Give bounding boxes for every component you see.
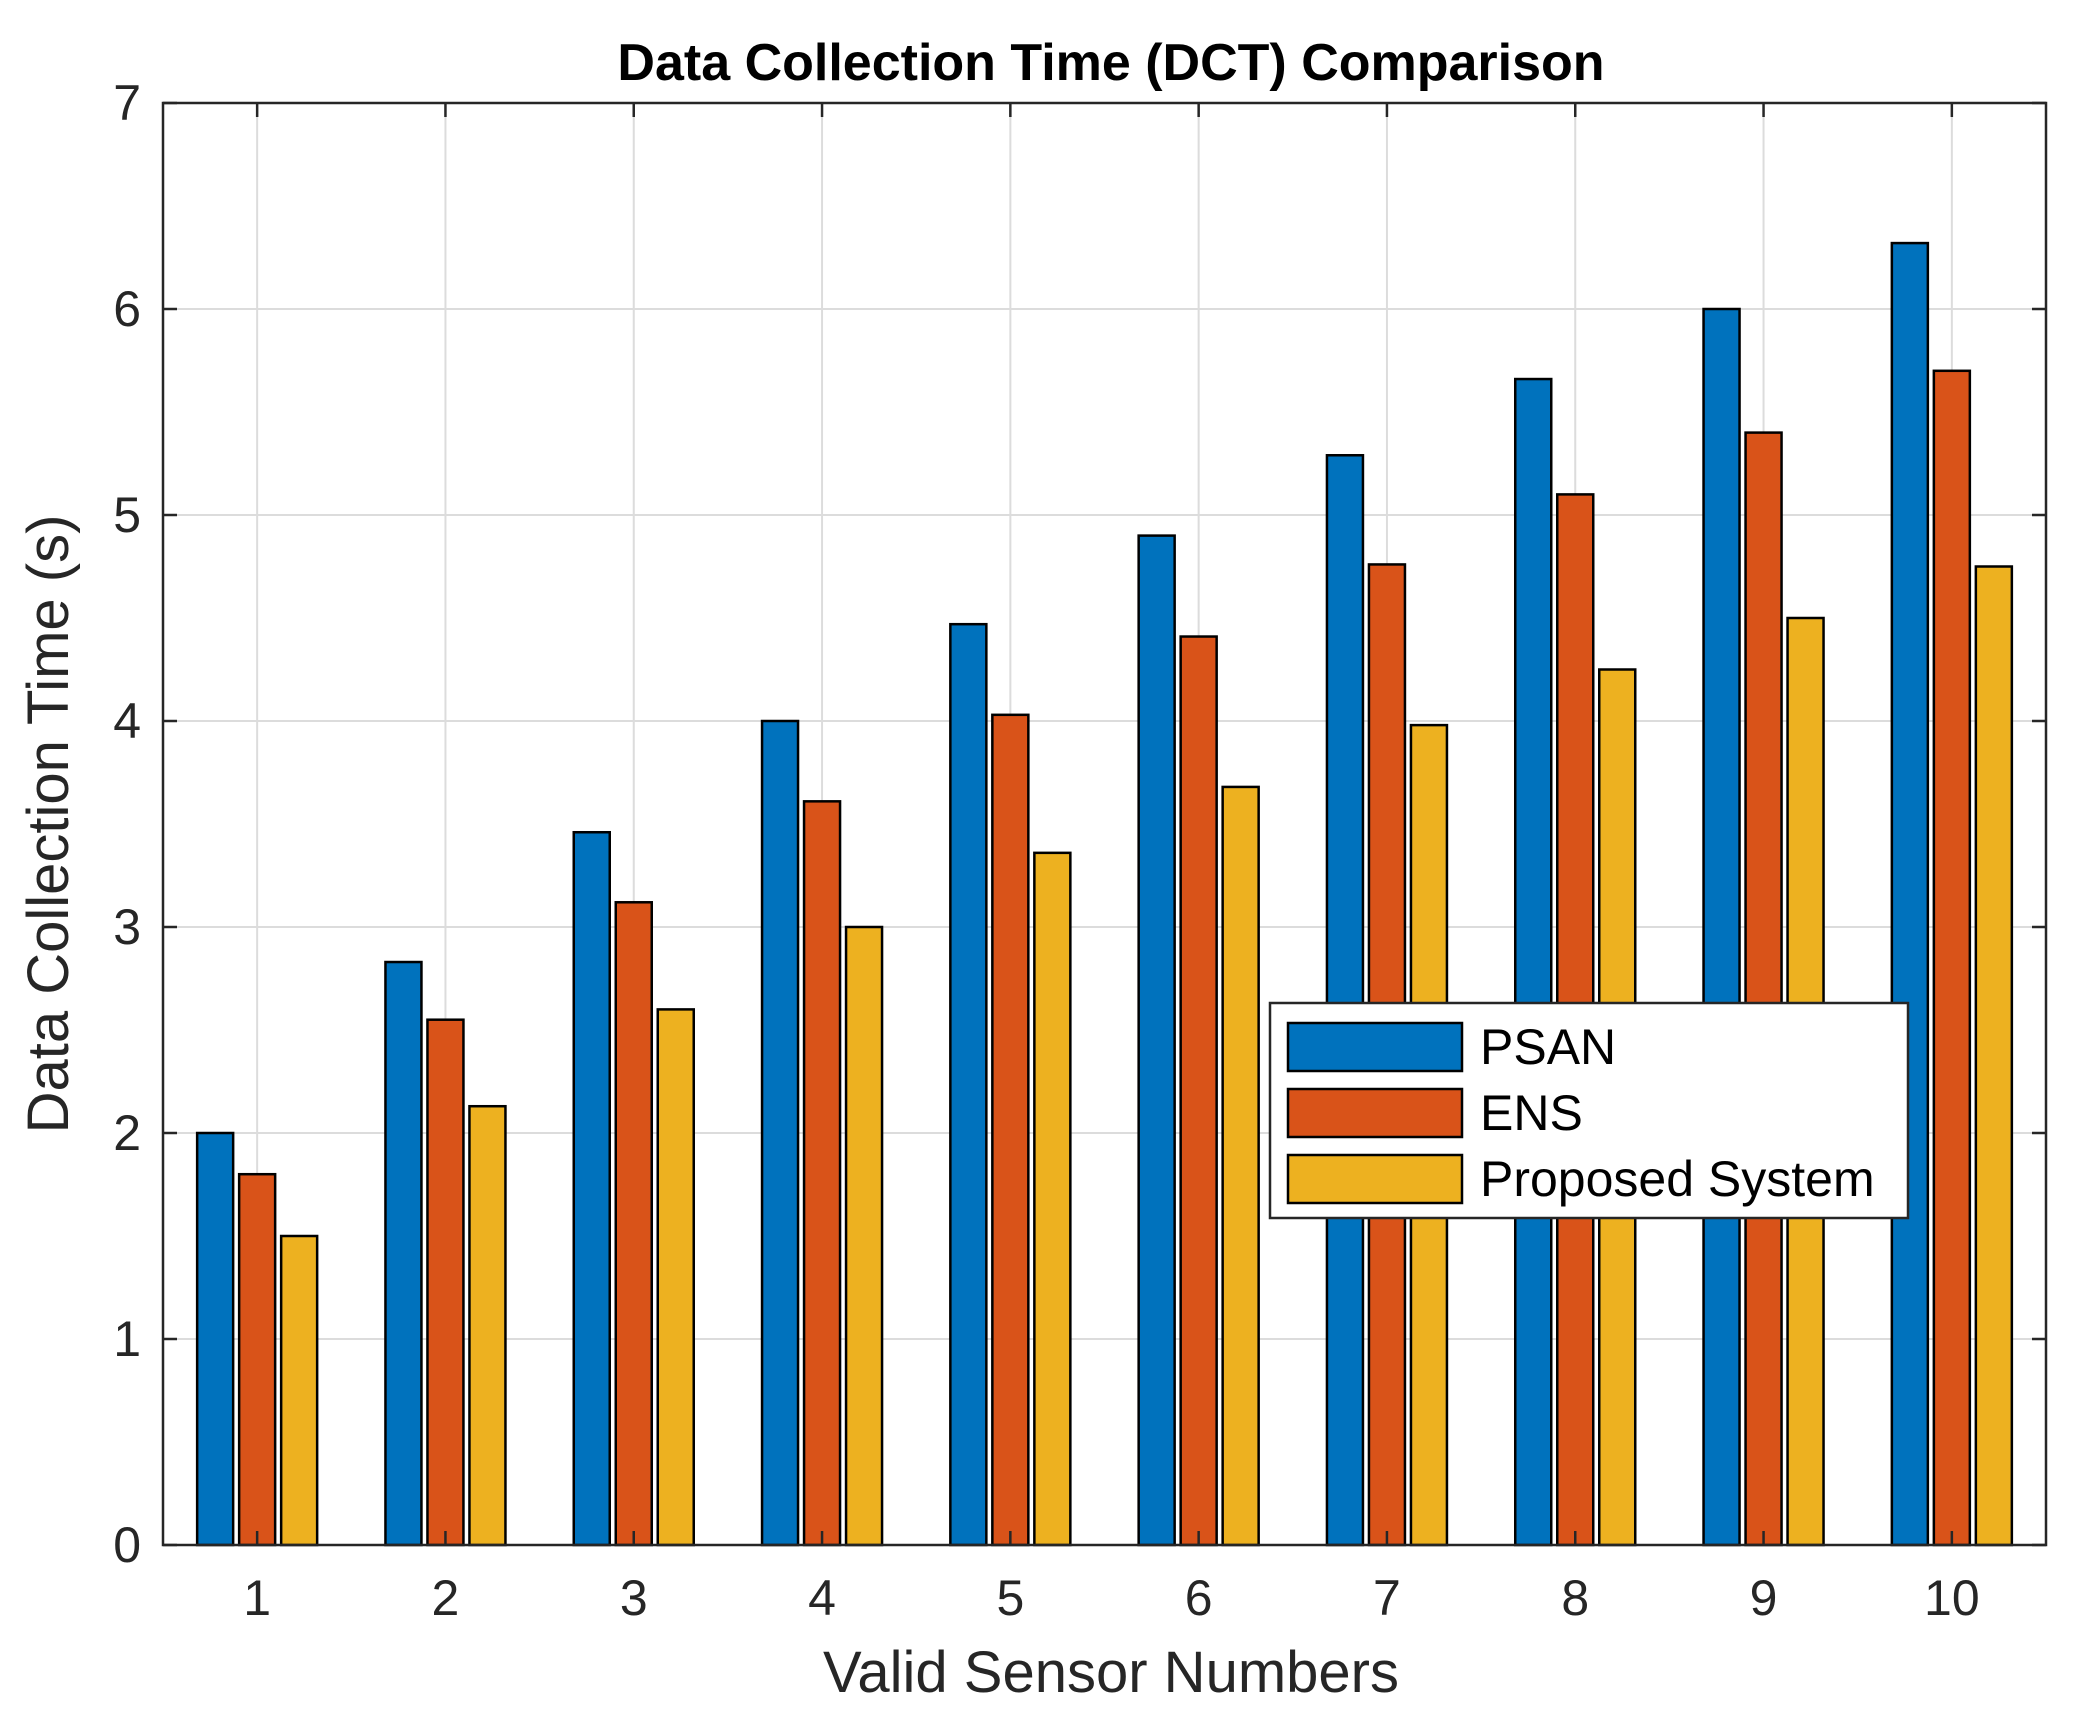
legend-label-proposed-system: Proposed System	[1480, 1151, 1875, 1207]
y-tick-label: 6	[113, 281, 141, 337]
plot-area: 0 1 2 3 4 5 6 7 1 2 3 4 5 6 7 8 9 10	[113, 75, 2048, 1626]
bar-ens-4	[802, 800, 842, 1547]
x-tick-label: 2	[432, 1570, 460, 1626]
bar-psan-9	[1702, 307, 1741, 1547]
x-tick-label: 4	[808, 1570, 836, 1626]
x-tick-label: 10	[1924, 1570, 1980, 1626]
bar-ens-2	[426, 1018, 465, 1547]
bar-psan-1	[195, 1131, 235, 1547]
axes	[161, 101, 2048, 1547]
y-axis-label: Data Collection Time (s)	[16, 515, 81, 1134]
bar-psan-6	[1137, 534, 1176, 1547]
bar-psan-4	[760, 719, 800, 1547]
x-tick-label: 6	[1185, 1570, 1213, 1626]
legend-swatch-ens	[1286, 1087, 1464, 1139]
legend-swatch-proposed-system	[1286, 1153, 1464, 1205]
bar-psan-7	[1325, 454, 1365, 1547]
tick-labels: 0 1 2 3 4 5 6 7 1 2 3 4 5 6 7 8 9 10	[113, 75, 1979, 1626]
y-tick-label: 2	[113, 1105, 141, 1161]
y-tick-label: 7	[113, 75, 141, 131]
y-tick-label: 4	[113, 693, 141, 749]
legend-swatch-psan	[1286, 1021, 1464, 1073]
x-tick-label: 8	[1561, 1570, 1589, 1626]
x-tick-label: 1	[243, 1570, 271, 1626]
y-tick-label: 3	[113, 899, 141, 955]
x-tick-label: 9	[1750, 1570, 1778, 1626]
x-axis-label: Valid Sensor Numbers	[823, 1640, 1399, 1705]
bar-ens-10	[1932, 369, 1972, 1547]
bar-ens-5	[991, 713, 1030, 1547]
legend-label-psan: PSAN	[1480, 1019, 1616, 1075]
bar-proposed-system-10	[1974, 565, 2014, 1547]
bar-ens-6	[1179, 635, 1218, 1547]
bar-ens-3	[614, 901, 653, 1547]
bar-proposed-system-1	[279, 1234, 319, 1547]
bar-ens-9	[1744, 431, 1783, 1547]
x-tick-label: 7	[1373, 1570, 1401, 1626]
axes-box	[161, 101, 2048, 1547]
x-tick-label: 3	[620, 1570, 648, 1626]
bar-psan-10	[1890, 241, 1930, 1547]
legend-label-ens: ENS	[1480, 1085, 1583, 1141]
bar-proposed-system-3	[656, 1008, 695, 1547]
bar-psan-2	[384, 960, 423, 1547]
bar-ens-1	[237, 1172, 277, 1547]
legend: PSAN ENS Proposed System	[1268, 1001, 1910, 1220]
bar-psan-3	[572, 830, 611, 1547]
bar-proposed-system-5	[1033, 851, 1072, 1547]
bar-proposed-system-4	[844, 925, 884, 1547]
chart-title: Data Collection Time (DCT) Comparison	[617, 34, 1604, 92]
bar-psan-5	[949, 622, 988, 1547]
x-tick-label: 5	[996, 1570, 1024, 1626]
y-tick-label: 5	[113, 487, 141, 543]
y-tick-label: 0	[113, 1517, 141, 1573]
bar-psan-8	[1514, 377, 1553, 1547]
bar-proposed-system-6	[1221, 785, 1260, 1547]
bar-proposed-system-2	[468, 1104, 507, 1547]
y-tick-label: 1	[113, 1311, 141, 1367]
